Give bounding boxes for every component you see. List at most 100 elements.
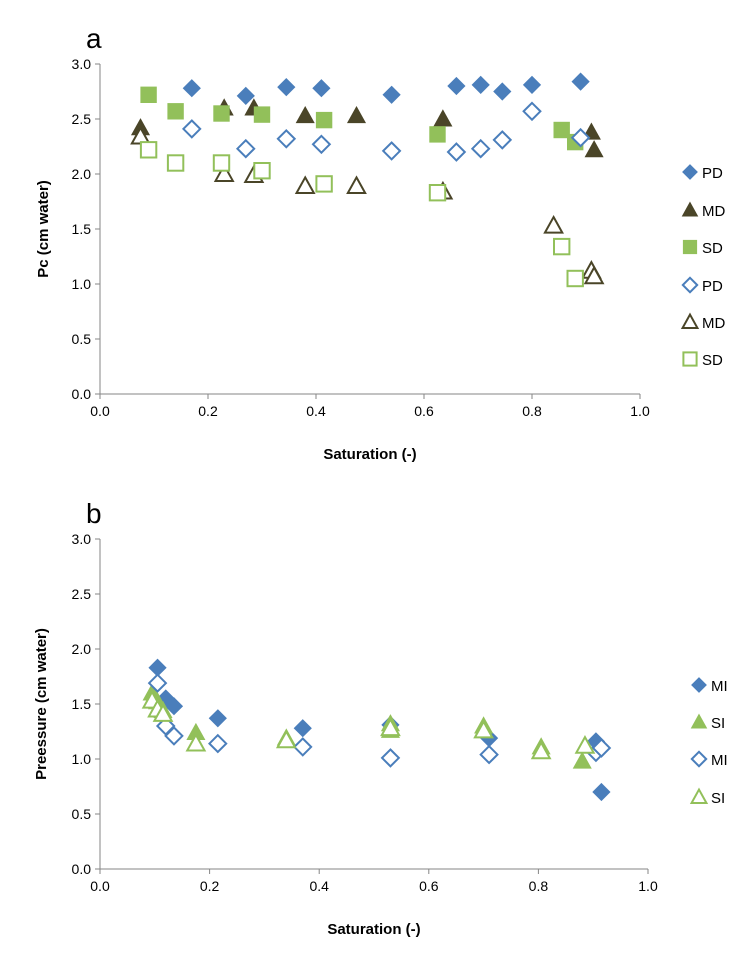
chart-panel-a: a 0.0 0.2 0.4 0.6 0.8 1.0 0.0 0.5 1.0 1.5 2.0 2.5 3.… (35, 23, 725, 463)
y-tick-label: 3.0 (72, 531, 92, 547)
data-point-triangle-filled (433, 109, 453, 127)
data-point-diamond-filled (522, 75, 542, 95)
data-point-diamond-open (292, 737, 313, 757)
x-tick-label: 0.8 (529, 878, 549, 894)
axes (95, 63, 641, 399)
x-tick-label: 1.0 (638, 878, 658, 894)
y-tick-label: 0.5 (72, 331, 92, 347)
data-point-square-open (139, 141, 158, 159)
data-point-triangle-open (294, 175, 316, 195)
data-point-diamond-open (492, 130, 513, 150)
data-point-triangle-open (346, 175, 367, 195)
legend-label: SI (711, 790, 725, 807)
legend-label: MD (702, 203, 725, 220)
data-point-diamond-filled (164, 697, 184, 716)
data-point-diamond-filled (447, 76, 466, 96)
legend: MI SI MI SI (689, 677, 728, 807)
data-point-triangle-open (530, 740, 552, 760)
x-tick-label: 0.8 (522, 403, 542, 419)
data-point-diamond-open (276, 128, 297, 149)
legend-marker (690, 713, 708, 729)
legend-marker (689, 787, 709, 804)
data-point-square-open (428, 184, 447, 202)
x-tick-label: 0.4 (309, 878, 329, 894)
data-point-diamond-open (208, 733, 228, 754)
data-point-diamond-open (479, 744, 499, 765)
data-point-diamond-filled (182, 79, 201, 98)
y-tick-label: 2.0 (72, 166, 92, 182)
y-tick-label: 1.5 (72, 221, 92, 237)
x-tick-label: 0.2 (200, 878, 220, 894)
tick-labels: 0.0 0.2 0.4 0.6 0.8 1.0 0.0 0.5 1.0 1.5 2.0 2.5 3.0 (72, 56, 650, 419)
axes (95, 538, 649, 874)
y-tick-label: 2.5 (72, 586, 92, 602)
data-point-diamond-open (470, 138, 491, 159)
legend-label: MD (702, 315, 725, 332)
chart-panel-b: b 0.0 0.2 0.4 0.6 0.8 1.0 0.0 0.5 1.0 1.5 2.0 2.5 3.… (33, 498, 728, 938)
data-point-diamond-open (591, 738, 612, 758)
data-point-triangle-filled (346, 105, 367, 124)
y-axis-label: Pc (cm water) (35, 180, 52, 278)
data-point-square-filled (253, 106, 271, 123)
legend-marker (682, 164, 698, 180)
data-point-diamond-filled (592, 782, 611, 802)
data-point-square-filled (140, 86, 157, 103)
data-point-diamond-filled (236, 86, 255, 106)
data-points (141, 658, 612, 802)
data-point-triangle-filled (584, 140, 604, 158)
data-point-square-open (212, 154, 231, 172)
data-point-triangle-filled (295, 105, 315, 124)
data-point-diamond-open (380, 748, 401, 768)
x-tick-label: 1.0 (630, 403, 650, 419)
data-point-diamond-open (164, 726, 184, 746)
data-point-square-filled (429, 126, 446, 143)
y-tick-label: 3.0 (72, 56, 92, 72)
legend-label: PD (702, 278, 723, 295)
data-point-triangle-open (185, 732, 207, 752)
data-point-diamond-filled (571, 72, 590, 91)
data-point-diamond-open (570, 127, 591, 148)
data-point-triangle-open (213, 163, 235, 182)
data-point-diamond-open (446, 142, 467, 162)
y-tick-label: 2.0 (72, 641, 92, 657)
data-point-square-filled (167, 103, 184, 120)
legend-marker (682, 239, 698, 255)
legend-label: MI (711, 752, 728, 769)
legend-label: SD (702, 240, 723, 257)
data-point-diamond-filled (471, 75, 490, 95)
data-point-diamond-filled (493, 82, 512, 101)
y-tick-label: 1.0 (72, 276, 92, 292)
data-point-diamond-open (235, 138, 256, 159)
data-point-diamond-open (311, 134, 332, 155)
legend-marker (681, 201, 699, 217)
legend-marker (680, 312, 700, 329)
data-point-diamond-open (181, 119, 202, 139)
y-tick-label: 1.5 (72, 696, 92, 712)
legend-label: MI (711, 678, 728, 695)
legend-marker (690, 750, 708, 768)
data-point-triangle-open (473, 719, 494, 739)
data-point-diamond-filled (312, 79, 331, 98)
data-point-square-open (315, 175, 333, 193)
panel-label: b (86, 498, 102, 529)
data-point-diamond-filled (277, 77, 296, 97)
data-point-diamond-filled (293, 719, 312, 738)
x-axis-label: Saturation (-) (323, 446, 416, 463)
x-tick-label: 0.0 (90, 403, 110, 419)
x-tick-label: 0.4 (306, 403, 326, 419)
data-point-triangle-open (152, 703, 174, 722)
data-point-diamond-filled (382, 85, 401, 104)
y-tick-label: 0.5 (72, 806, 92, 822)
y-tick-label: 0.0 (72, 386, 92, 402)
data-point-triangle-open (275, 729, 297, 749)
legend-marker (682, 351, 698, 367)
legend-marker (691, 677, 707, 693)
data-point-square-open (166, 154, 185, 172)
tick-labels: 0.0 0.2 0.4 0.6 0.8 1.0 0.0 0.5 1.0 1.5 2.0 2.5 3.0 (72, 531, 658, 894)
data-point-diamond-open (522, 101, 542, 122)
data-points (130, 72, 605, 288)
legend-label: SI (711, 715, 725, 732)
y-tick-label: 0.0 (72, 861, 92, 877)
data-point-diamond-filled (208, 709, 227, 728)
data-point-triangle-open (380, 717, 401, 737)
